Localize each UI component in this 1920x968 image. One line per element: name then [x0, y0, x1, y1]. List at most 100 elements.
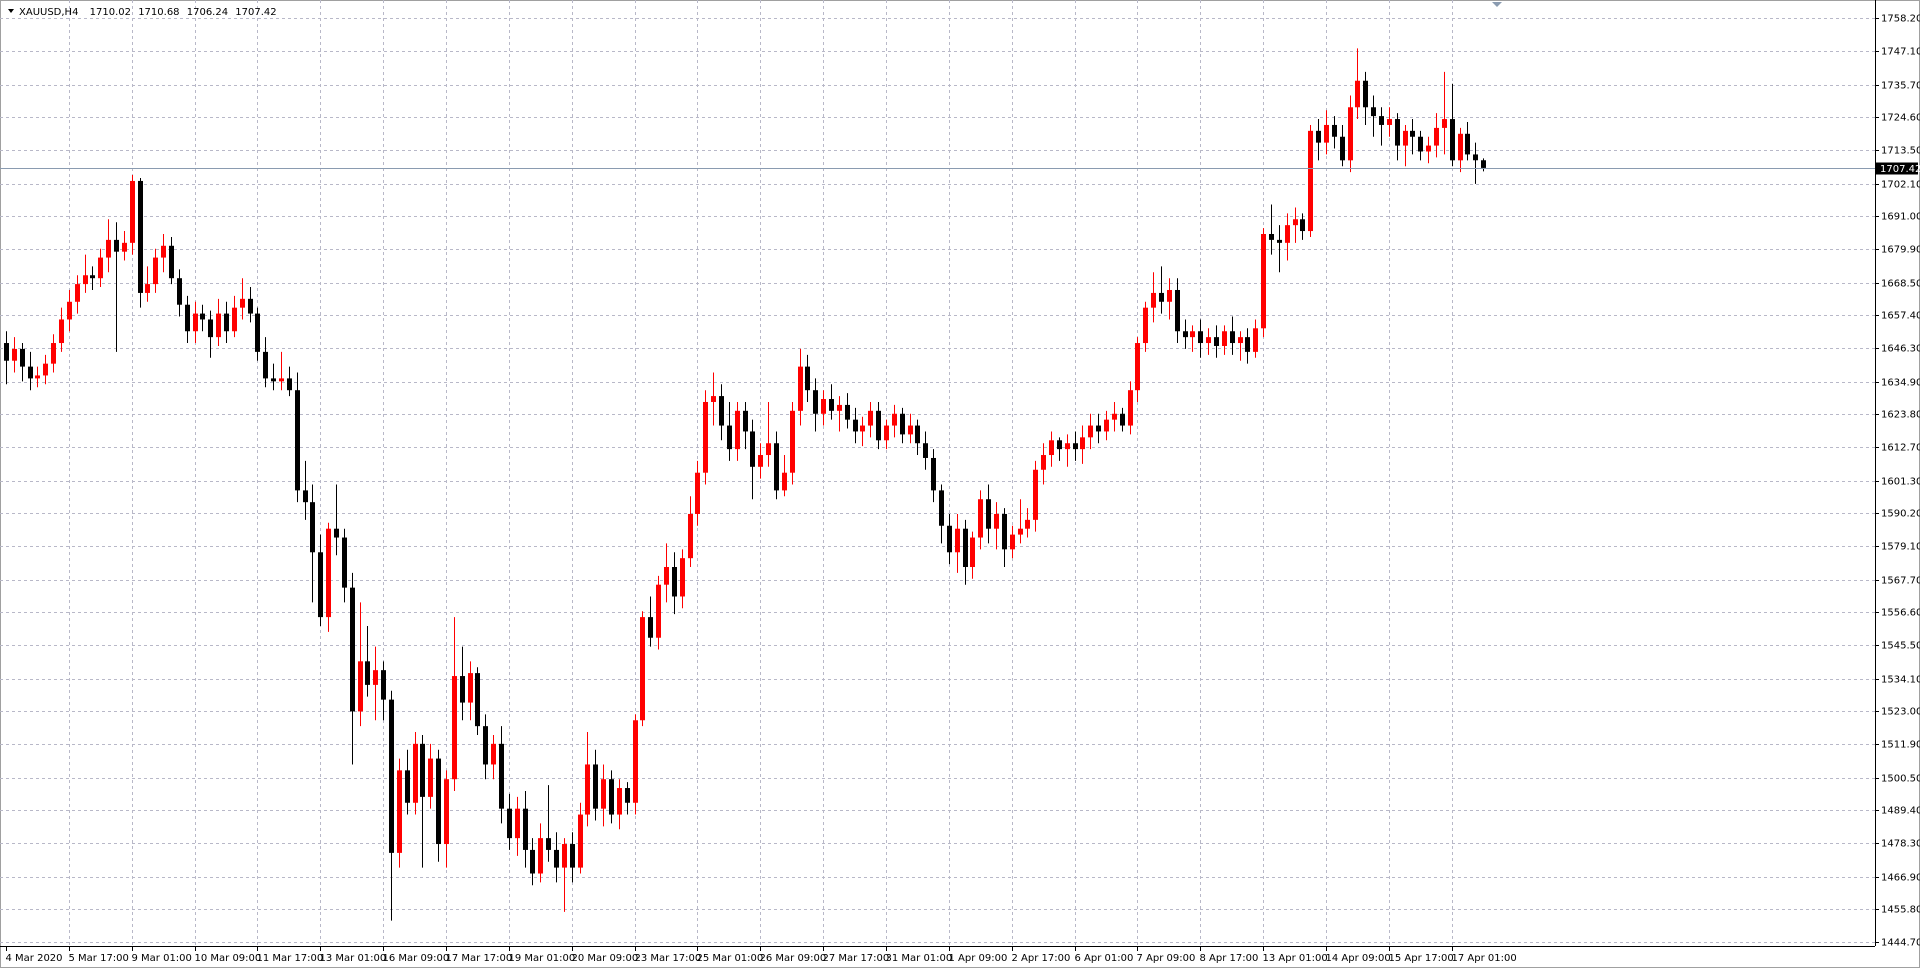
candle-body — [224, 313, 229, 332]
candle-body — [483, 726, 488, 765]
header-low: 1706.24 — [187, 7, 228, 18]
candle-body — [680, 558, 685, 597]
candle-body — [530, 849, 535, 874]
candle-body — [334, 528, 339, 538]
candle-body — [1387, 119, 1392, 125]
candle-body — [711, 396, 716, 402]
candle-body — [1128, 390, 1133, 426]
candle-body — [1033, 469, 1038, 520]
candle-body — [1065, 443, 1070, 450]
y-tick-label: 1590.20 — [1881, 509, 1920, 520]
y-tick-label: 1545.50 — [1881, 641, 1920, 652]
candle-body — [640, 617, 645, 721]
candle-body — [523, 808, 528, 850]
y-tick-label: 1444.70 — [1881, 938, 1920, 949]
candle-body — [279, 378, 284, 382]
candle-body — [1332, 124, 1337, 137]
candle-body — [51, 343, 56, 364]
x-tick-label: 8 Apr 17:00 — [1200, 953, 1259, 964]
candle-body — [837, 404, 842, 411]
candle-body — [1316, 130, 1321, 143]
candle-body — [1465, 133, 1470, 155]
candle-body — [1277, 239, 1282, 243]
y-tick-label: 1691.00 — [1881, 212, 1920, 223]
header-arrow — [8, 9, 14, 13]
y-tick-label: 1735.70 — [1881, 81, 1920, 92]
candle-body — [1018, 528, 1023, 535]
candle-body — [122, 242, 127, 252]
x-tick-label: 25 Mar 01:00 — [697, 953, 764, 964]
candle-body — [970, 537, 975, 568]
candle-body — [695, 472, 700, 514]
candle-body — [248, 298, 253, 314]
candle-body — [1293, 219, 1298, 226]
y-tick-label: 1646.30 — [1881, 344, 1920, 355]
candle-body — [1222, 331, 1227, 346]
candle-body — [821, 399, 826, 414]
x-tick-label: 17 Mar 17:00 — [446, 953, 513, 964]
candle-body — [1002, 513, 1007, 550]
y-tick-label: 1747.10 — [1881, 47, 1920, 58]
y-tick-label: 1567.70 — [1881, 576, 1920, 587]
candle-body — [208, 319, 213, 338]
candle-body — [67, 301, 72, 320]
y-tick-label: 1478.30 — [1881, 839, 1920, 850]
header-open: 1710.02 — [90, 7, 131, 18]
x-tick-label: 27 Mar 17:00 — [823, 953, 890, 964]
chart-header: XAUUSD,H4 1710.02 1710.68 1706.24 1707.4… — [19, 7, 277, 18]
candle-body — [373, 670, 378, 685]
candle-body — [271, 378, 276, 382]
candle-body — [1175, 289, 1180, 332]
candle-body — [908, 425, 913, 435]
candle-body — [939, 490, 944, 526]
candle-body — [743, 410, 748, 432]
candle-body — [460, 676, 465, 703]
x-tick-label: 5 Mar 17:00 — [69, 953, 129, 964]
candle-body — [428, 758, 433, 797]
candle-body — [255, 313, 260, 352]
x-tick-label: 20 Mar 09:00 — [572, 953, 639, 964]
candle-body — [405, 770, 410, 803]
candle-body — [1238, 337, 1243, 344]
x-tick-label: 23 Mar 17:00 — [635, 953, 702, 964]
x-tick-label: 2 Apr 17:00 — [1012, 953, 1071, 964]
candle-body — [263, 351, 268, 379]
candle-body — [350, 587, 355, 712]
last-price-label: 1707.42 — [1880, 164, 1920, 175]
candle-body — [1363, 80, 1368, 108]
candle-body — [554, 849, 559, 868]
candle-body — [1442, 119, 1447, 128]
candle-body — [593, 764, 598, 809]
candle-body — [860, 425, 865, 432]
candle-body — [138, 180, 143, 293]
x-tick-label: 13 Apr 01:00 — [1263, 953, 1328, 964]
candle-body — [475, 673, 480, 727]
candle-body — [193, 313, 198, 332]
x-tick-label: 4 Mar 2020 — [6, 953, 63, 964]
candle-body — [169, 245, 174, 279]
candle-body — [656, 584, 661, 638]
y-tick-label: 1500.50 — [1881, 774, 1920, 785]
candle-body — [12, 348, 17, 361]
candle-body — [1481, 160, 1486, 168]
y-tick-label: 1758.20 — [1881, 14, 1920, 25]
candle-body — [83, 275, 88, 285]
y-tick-label: 1534.10 — [1881, 675, 1920, 686]
candle-body — [468, 673, 473, 703]
y-tick-label: 1556.60 — [1881, 608, 1920, 619]
y-tick-label: 1657.40 — [1881, 311, 1920, 322]
candle-body — [365, 661, 370, 685]
y-tick-label: 1612.70 — [1881, 443, 1920, 454]
candle-body — [978, 499, 983, 538]
candle-body — [782, 472, 787, 491]
y-tick-label: 1702.10 — [1881, 180, 1920, 191]
candle-body — [1159, 292, 1164, 302]
candle-body — [1285, 225, 1290, 243]
y-tick-label: 1679.90 — [1881, 245, 1920, 256]
candle-body — [538, 838, 543, 874]
candle-body — [963, 528, 968, 568]
candle-body — [200, 313, 205, 320]
candle-body — [1041, 455, 1046, 470]
candle-body — [884, 425, 889, 441]
